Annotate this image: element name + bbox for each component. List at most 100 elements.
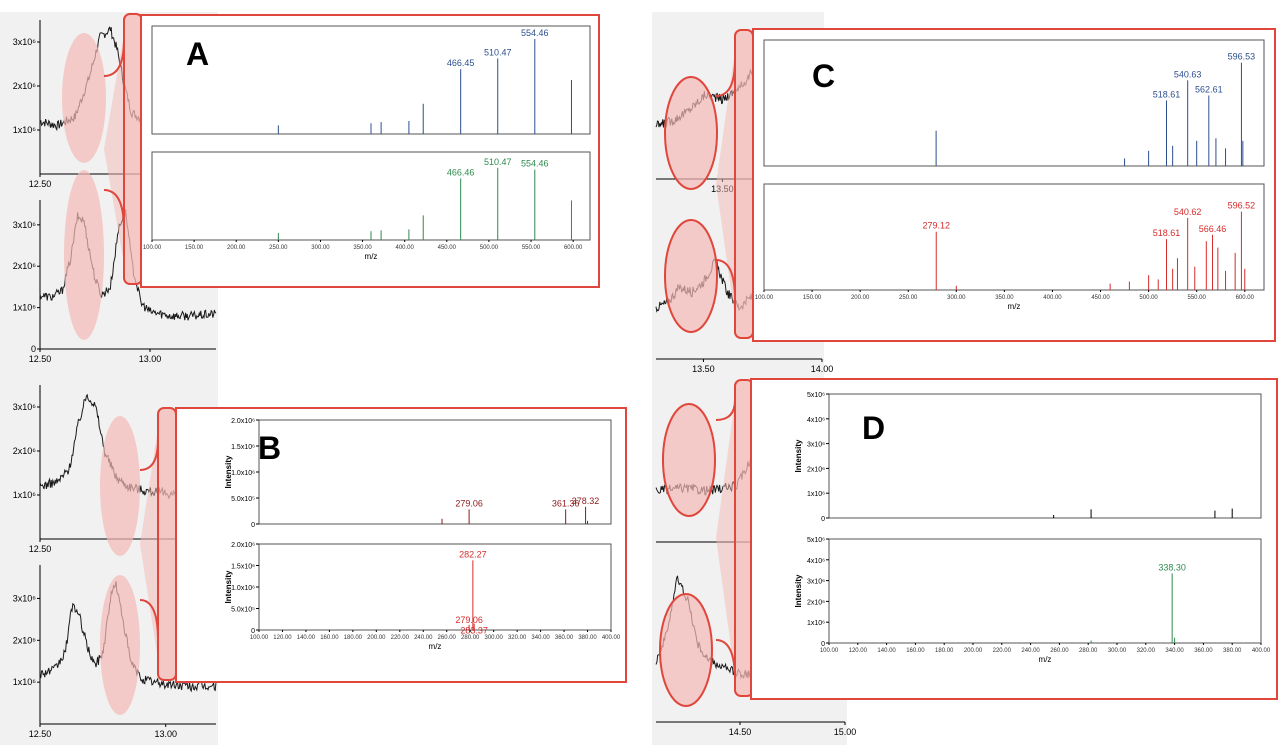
x-tick-label: 340.00 bbox=[1165, 648, 1184, 654]
x-tick-label: 250.00 bbox=[269, 245, 288, 251]
plot-frame bbox=[828, 538, 1262, 644]
x-tick-label: 320.00 bbox=[1137, 648, 1156, 654]
callout-bracket bbox=[716, 29, 754, 339]
callout-line bbox=[715, 399, 736, 421]
callout-bracket bbox=[716, 379, 754, 697]
panel-label-c: C bbox=[812, 58, 836, 94]
x-tick-label: 300.00 bbox=[947, 295, 966, 301]
spectrum-c-bottom: 540.62 596.52 279.12 518.61 566.46 100.00 150.… bbox=[755, 182, 1266, 312]
plot-frame bbox=[151, 25, 591, 135]
spectrum-d-top: 0 1x10⁶ 2x10⁶ 3x10⁶ 4x10⁶ 5x10⁶ Intensity bbox=[793, 392, 1263, 523]
y-tick-label: 1.0x10⁶ bbox=[231, 470, 255, 477]
x-tick-label: 550.00 bbox=[522, 245, 541, 251]
x-tick-label: 14.50 bbox=[729, 727, 752, 737]
y-tick-label: 1x10⁶ bbox=[13, 490, 37, 500]
y-tick-label: 1.5x10⁶ bbox=[231, 444, 255, 451]
x-tick-label: 220.00 bbox=[993, 648, 1012, 654]
peak-label: 518.61 bbox=[1153, 89, 1181, 99]
x-axis-label: m/z bbox=[429, 642, 442, 651]
peak-label: 338.30 bbox=[1158, 562, 1186, 572]
peak-label: 596.52 bbox=[1228, 201, 1256, 211]
panel-label-d: D bbox=[862, 410, 886, 446]
callout-line bbox=[715, 59, 736, 97]
highlight-ellipse bbox=[664, 76, 718, 190]
y-tick-label: 2x10⁶ bbox=[13, 261, 37, 271]
x-tick-label: 300.00 bbox=[1108, 648, 1127, 654]
x-tick-label: 13.50 bbox=[692, 364, 715, 374]
x-tick-label: 180.00 bbox=[344, 635, 363, 641]
x-axis-label: m/z bbox=[1008, 302, 1021, 311]
peak-label: 554.46 bbox=[521, 159, 549, 169]
peak-label: 279.06 bbox=[455, 498, 483, 508]
highlight-ellipse bbox=[100, 416, 140, 556]
peak-label: 510.47 bbox=[484, 157, 512, 167]
x-tick-label: 450.00 bbox=[438, 245, 457, 251]
y-tick-label: 3x10⁶ bbox=[13, 37, 37, 47]
plot-frame bbox=[258, 419, 612, 525]
x-tick-label: 300.00 bbox=[484, 635, 503, 641]
highlight-ellipse bbox=[64, 170, 104, 340]
peak-label: 562.61 bbox=[1195, 84, 1223, 94]
spectrum-b-bottom: 282.27 279.06 283.37 0 5.0x10⁵ 1.0x10⁶ 1.5x10⁶… bbox=[223, 542, 621, 652]
y-tick-label: 0 bbox=[821, 641, 825, 648]
x-tick-label: 400.00 bbox=[396, 245, 415, 251]
y-tick-label: 5x10⁶ bbox=[807, 392, 825, 399]
y-tick-label: 4x10⁶ bbox=[807, 417, 825, 424]
x-tick-label: 550.00 bbox=[1188, 295, 1207, 301]
y-tick-label: 1x10⁶ bbox=[13, 303, 37, 313]
x-tick-label: 12.50 bbox=[29, 354, 52, 364]
y-axis-label: Intensity bbox=[224, 570, 233, 603]
x-tick-label: 14.00 bbox=[811, 364, 834, 374]
spectrum-c-top: 540.63 596.53 518.61 562.61 bbox=[762, 38, 1266, 168]
peak-label: 466.46 bbox=[447, 167, 475, 177]
highlight-ellipse bbox=[62, 33, 106, 163]
peak-label: 540.63 bbox=[1174, 69, 1202, 79]
x-tick-label: 280.00 bbox=[1079, 648, 1098, 654]
x-tick-label: 240.00 bbox=[414, 635, 433, 641]
x-tick-label: 400.00 bbox=[602, 635, 621, 641]
callout-line bbox=[103, 189, 125, 231]
x-tick-label: 260.00 bbox=[438, 635, 457, 641]
x-tick-label: 500.00 bbox=[480, 245, 499, 251]
x-tick-label: 200.00 bbox=[367, 635, 386, 641]
peak-label: 282.27 bbox=[459, 549, 487, 559]
x-tick-label: 500.00 bbox=[1139, 295, 1158, 301]
y-tick-label: 4x10⁶ bbox=[807, 558, 825, 565]
callout-line bbox=[139, 599, 159, 641]
x-tick-label: 400.00 bbox=[1252, 648, 1271, 654]
x-tick-label: 320.00 bbox=[508, 635, 527, 641]
peak-label: 466.45 bbox=[447, 58, 475, 68]
plot-frame bbox=[151, 151, 591, 241]
x-tick-label: 13.00 bbox=[139, 354, 162, 364]
y-tick-label: 2x10⁶ bbox=[13, 81, 37, 91]
spectrum-a-top: 466.45 510.47 554.46 bbox=[150, 24, 592, 136]
y-tick-label: 0 bbox=[31, 344, 36, 354]
x-tick-label: 180.00 bbox=[935, 648, 954, 654]
plot-frame bbox=[828, 393, 1262, 519]
peak-label: 361.36 bbox=[552, 498, 580, 508]
x-tick-label: 360.00 bbox=[555, 635, 574, 641]
y-tick-label: 2x10⁶ bbox=[807, 599, 825, 606]
peak-label: 518.61 bbox=[1153, 228, 1181, 238]
peak-label: 378.32 bbox=[572, 496, 600, 506]
x-tick-label: 200.00 bbox=[227, 245, 246, 251]
y-tick-label: 3x10⁶ bbox=[13, 402, 37, 412]
x-tick-label: 150.00 bbox=[803, 295, 822, 301]
highlight-ellipse bbox=[664, 219, 718, 333]
highlight-ellipse bbox=[662, 403, 716, 517]
x-tick-label: 160.00 bbox=[906, 648, 925, 654]
x-tick-label: 380.00 bbox=[1223, 648, 1242, 654]
x-tick-label: 380.00 bbox=[578, 635, 597, 641]
x-tick-label: 200.00 bbox=[964, 648, 983, 654]
x-tick-label: 160.00 bbox=[320, 635, 339, 641]
x-tick-label: 100.00 bbox=[143, 245, 162, 251]
x-tick-label: 350.00 bbox=[353, 245, 372, 251]
x-tick-label: 240.00 bbox=[1021, 648, 1040, 654]
x-tick-label: 150.00 bbox=[185, 245, 204, 251]
callout-line bbox=[715, 259, 736, 301]
plot-frame bbox=[258, 543, 612, 631]
y-tick-label: 2.0x10⁶ bbox=[231, 542, 255, 549]
y-tick-label: 1.0x10⁶ bbox=[231, 585, 255, 592]
chromatogram-b-bottom: 1x10⁶ 2x10⁶ 3x10⁶ 12.50 13.00 bbox=[0, 557, 218, 742]
